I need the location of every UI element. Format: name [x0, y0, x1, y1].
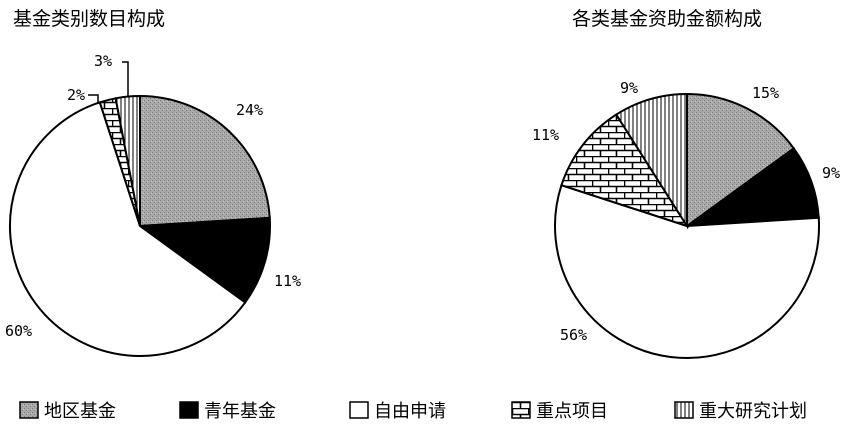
chart-1-slice-0	[139, 94, 271, 228]
chart-2-pie	[554, 92, 820, 359]
legend-swatch-gray	[19, 401, 39, 419]
legend-label-0: 地区基金	[44, 401, 116, 422]
legend: 地区基金 青年基金 自由申请 重点项目 重大研究计划	[19, 401, 807, 422]
legend-label-3: 重点项目	[536, 401, 608, 422]
chart-1-slice-1	[137, 216, 271, 304]
chart-2-label-slice-0: 15%	[752, 84, 779, 102]
legend-item-3: 重点项目	[511, 401, 608, 422]
chart-1-pie	[9, 94, 271, 357]
chart-1-labels: 24% 11% 60% 2% 3%	[5, 52, 301, 340]
chart-1-label-slice-4: 3%	[94, 52, 112, 70]
chart-1-slice-2	[9, 101, 247, 357]
chart-2-labels: 15% 9% 56% 11% 9%	[532, 79, 840, 344]
chart-1-label-slice-1: 11%	[274, 272, 301, 290]
legend-label-2: 自由申请	[374, 401, 446, 422]
chart-1-label-slice-2: 60%	[5, 322, 32, 340]
chart-2-label-slice-4: 9%	[620, 79, 638, 97]
chart-1-title: 基金类别数目构成	[13, 8, 165, 30]
legend-swatch-white	[349, 401, 369, 419]
legend-label-4: 重大研究计划	[699, 401, 807, 422]
legend-item-0: 地区基金	[19, 401, 116, 422]
legend-label-1: 青年基金	[204, 401, 276, 422]
legend-swatch-vlines	[674, 401, 694, 419]
chart-2-title: 各类基金资助金额构成	[572, 8, 762, 30]
chart-2-label-slice-1: 9%	[822, 164, 840, 182]
chart-1: 基金类别数目构成 24% 11% 60% 2% 3%	[5, 8, 301, 357]
chart-2-slice-4	[614, 92, 688, 230]
chart-2-label-slice-3: 11%	[532, 126, 559, 144]
legend-item-1: 青年基金	[179, 401, 276, 422]
chart-1-label-slice-0: 24%	[236, 101, 263, 119]
chart-1-label-slice-3: 2%	[67, 86, 85, 104]
chart-1-leader-slice-3	[88, 94, 99, 104]
legend-swatch-black	[179, 401, 199, 419]
chart-2-slice-0	[686, 92, 796, 228]
legend-item-4: 重大研究计划	[674, 401, 807, 422]
chart-2-slice-3	[560, 113, 690, 228]
chart-2-label-slice-2: 56%	[560, 326, 587, 344]
legend-item-2: 自由申请	[349, 401, 446, 422]
chart-1-leader-slice-4	[122, 61, 129, 96]
chart-2-slice-2	[554, 183, 820, 359]
legend-swatch-brick	[511, 401, 531, 419]
chart-2: 各类基金资助金额构成 15% 9% 56% 11% 9%	[532, 8, 840, 359]
chart-1-slice-4	[114, 94, 141, 227]
